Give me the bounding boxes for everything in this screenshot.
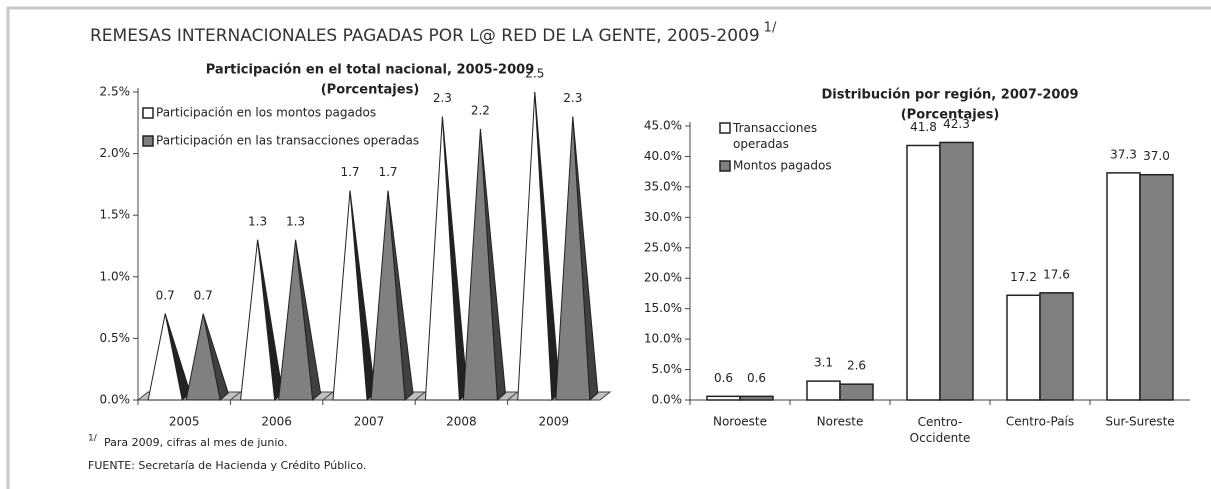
footnote-mark: 1/ <box>88 434 98 444</box>
x-tick-label: 2007 <box>354 415 385 429</box>
x-tick-label: Sur-Sureste <box>1105 415 1174 429</box>
value-label: 37.0 <box>1143 149 1170 163</box>
value-label: 0.7 <box>194 288 213 302</box>
pyramid <box>462 128 498 401</box>
bar <box>939 141 974 401</box>
x-tick-label: Noroeste <box>713 415 767 429</box>
bar <box>1039 292 1074 401</box>
value-label: 41.8 <box>910 120 937 134</box>
floor-divider <box>230 391 241 401</box>
x-tick-label: Noreste <box>817 415 864 429</box>
x-tick-label: Centro-País <box>1006 415 1074 429</box>
value-label: 2.2 <box>471 103 490 117</box>
value-label: 17.2 <box>1010 270 1037 284</box>
page-title: REMESAS INTERNACIONALES PAGADAS POR L@ R… <box>90 26 760 46</box>
value-label: 42.3 <box>943 117 970 131</box>
value-label: 2.5 <box>525 67 544 81</box>
footnote: Para 2009, cifras al mes de junio. <box>104 436 287 449</box>
pyramid <box>424 116 460 401</box>
legend-label: Transacciones operadas <box>732 121 821 151</box>
y-tick-label: 35.0% <box>644 179 682 193</box>
bar <box>806 380 841 401</box>
frame <box>6 6 1211 489</box>
pyramid <box>240 239 276 401</box>
title-mark: 1/ <box>764 21 777 36</box>
chart-subtitle: (Porcentajes) <box>901 108 1000 123</box>
value-label: 2.3 <box>563 91 582 105</box>
x-tick-label: 2005 <box>169 415 200 429</box>
value-label: 2.6 <box>847 359 866 373</box>
bar <box>1006 294 1041 401</box>
bar <box>906 144 941 401</box>
y-tick-label: 1.5% <box>100 208 131 222</box>
legend-label: Montos pagados <box>733 159 832 173</box>
y-tick-label: 40.0% <box>644 149 682 163</box>
y-tick-label: 0.0% <box>100 393 131 407</box>
legend-swatch <box>142 107 154 119</box>
pyramid <box>147 313 183 401</box>
pyramid <box>370 190 406 401</box>
legend-label: Participación en los montos pagados <box>156 106 376 120</box>
chart-title: Participación en el total nacional, 2005… <box>206 63 535 78</box>
value-label: 1.3 <box>286 214 305 228</box>
pyramid <box>555 116 591 401</box>
x-tick-label: 2009 <box>539 415 570 429</box>
x-tick-label: 2008 <box>446 415 477 429</box>
legend-swatch <box>719 160 731 172</box>
y-tick-label: 1.0% <box>100 269 131 283</box>
y-tick-label: 45.0% <box>644 119 682 133</box>
floor-divider <box>507 391 518 401</box>
legend-swatch <box>142 135 154 147</box>
value-label: 1.7 <box>378 165 397 179</box>
legend-label: Participación en las transacciones opera… <box>156 134 419 148</box>
chart-title: Distribución por región, 2007-2009 <box>821 88 1078 103</box>
value-label: 0.7 <box>156 288 175 302</box>
y-tick-label: 2.0% <box>100 146 131 160</box>
y-tick-label: 30.0% <box>644 210 682 224</box>
y-tick-label: 20.0% <box>644 271 682 285</box>
value-label: 1.3 <box>248 214 267 228</box>
value-label: 2.3 <box>433 91 452 105</box>
floor-divider <box>414 391 426 401</box>
pyramid <box>185 313 221 401</box>
value-label: 17.6 <box>1043 267 1070 281</box>
y-tick-label: 15.0% <box>644 301 682 315</box>
bar <box>706 395 741 401</box>
x-tick-label: Centro-Occidente <box>910 415 971 445</box>
y-tick-label: 10.0% <box>644 332 682 346</box>
bar <box>1106 172 1141 401</box>
value-label: 0.6 <box>714 371 733 385</box>
pyramid <box>517 91 553 401</box>
legend-swatch <box>719 122 731 134</box>
value-label: 1.7 <box>340 165 359 179</box>
chart-subtitle: (Porcentajes) <box>321 83 420 98</box>
value-label: 37.3 <box>1110 147 1137 161</box>
source: FUENTE: Secretaría de Hacienda y Crédito… <box>88 459 366 472</box>
pyramid <box>332 190 368 401</box>
y-tick-label: 25.0% <box>644 240 682 254</box>
y-tick-label: 2.5% <box>100 85 131 99</box>
pyramid <box>278 239 314 401</box>
value-label: 0.6 <box>747 371 766 385</box>
x-tick-label: 2006 <box>261 415 292 429</box>
bar <box>839 383 874 401</box>
value-label: 3.1 <box>814 356 833 370</box>
bar <box>1139 173 1174 401</box>
floor-divider <box>322 391 334 401</box>
y-tick-label: 5.0% <box>652 362 683 376</box>
y-tick-label: 0.0% <box>652 393 683 407</box>
bar <box>739 395 774 401</box>
y-tick-label: 0.5% <box>100 331 131 345</box>
